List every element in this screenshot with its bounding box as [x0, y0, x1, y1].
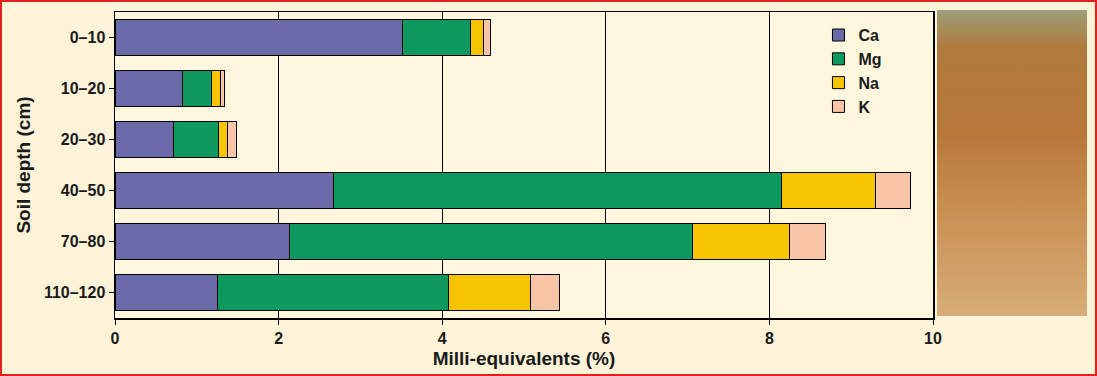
svg-text:Soil depth (cm): Soil depth (cm) — [13, 96, 34, 233]
svg-text:40–50: 40–50 — [61, 182, 106, 199]
svg-text:2: 2 — [274, 330, 283, 347]
svg-text:10: 10 — [924, 330, 942, 347]
svg-text:8: 8 — [765, 330, 774, 347]
svg-text:K: K — [858, 99, 870, 116]
svg-text:Na: Na — [858, 75, 879, 92]
svg-text:70–80: 70–80 — [61, 233, 106, 250]
svg-text:0: 0 — [111, 330, 120, 347]
svg-text:0–10: 0–10 — [70, 29, 106, 46]
svg-text:Milli-equivalents (%): Milli-equivalents (%) — [433, 348, 616, 369]
svg-text:10–20: 10–20 — [61, 80, 106, 97]
svg-text:Ca: Ca — [858, 27, 879, 44]
svg-text:4: 4 — [438, 330, 447, 347]
svg-text:6: 6 — [601, 330, 610, 347]
svg-text:20–30: 20–30 — [61, 131, 106, 148]
svg-text:Mg: Mg — [858, 51, 881, 68]
svg-text:110–120: 110–120 — [44, 284, 106, 301]
